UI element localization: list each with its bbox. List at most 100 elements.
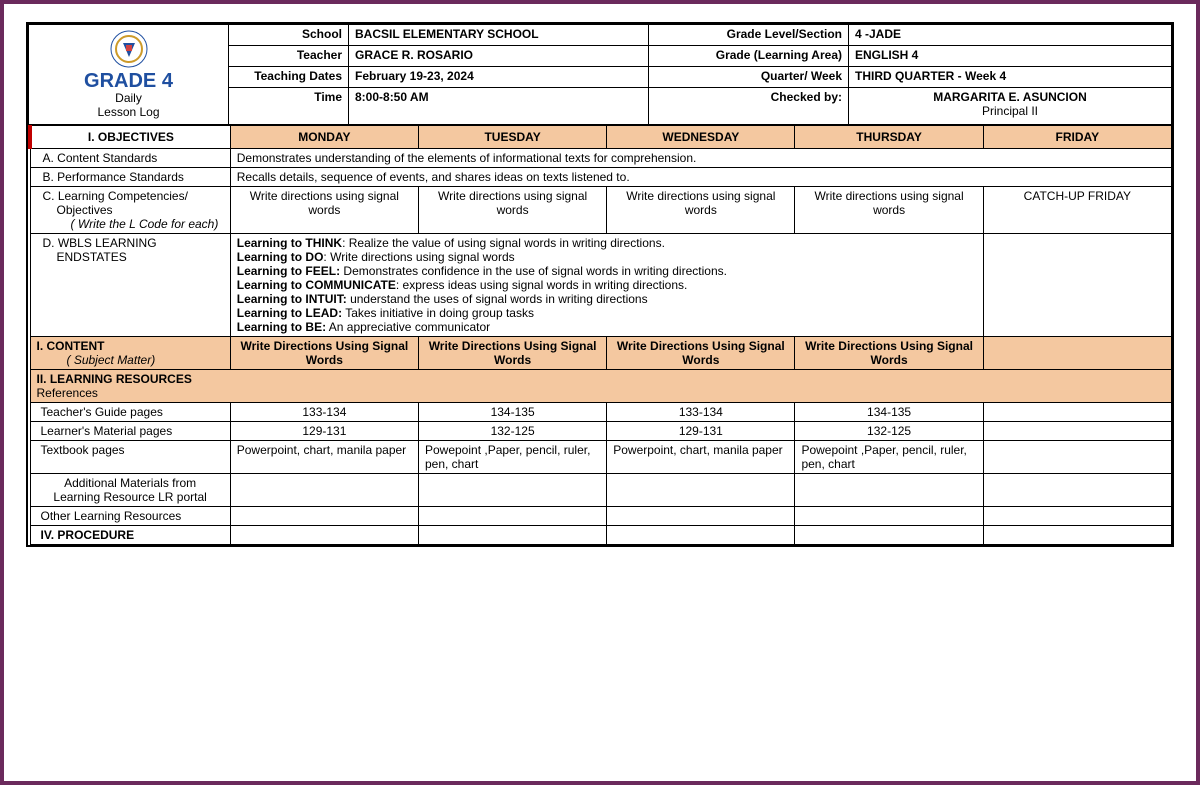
- val-quarter: THIRD QUARTER - Week 4: [849, 67, 1172, 88]
- subtitle-daily: Daily: [115, 91, 142, 105]
- row-tb: Textbook pages Powerpoint, chart, manila…: [30, 440, 1172, 473]
- row-content-standards: A. Content Standards Demonstrates unders…: [30, 148, 1172, 167]
- document-border: GRADE 4 Daily Lesson Log School BACSIL E…: [26, 22, 1174, 547]
- val-level: 4 -JADE: [849, 25, 1172, 46]
- content-thu: Write Directions Using Signal Words: [795, 336, 983, 369]
- proc-mon: [230, 525, 418, 544]
- wbls-comm-b: Learning to COMMUNICATE: [237, 278, 396, 292]
- lbl-quarter: Quarter/ Week: [649, 67, 849, 88]
- lbl-other: Other Learning Resources: [30, 506, 230, 525]
- comp-tue: Write directions using signal words: [418, 186, 606, 233]
- lbl-competencies: C. Learning Competencies/ Objectives ( W…: [30, 186, 230, 233]
- lbl-content-standards: A. Content Standards: [30, 148, 230, 167]
- addl-wed: [607, 473, 795, 506]
- lbl-comp-2: ( Write the L Code for each): [57, 217, 219, 231]
- other-fri: [983, 506, 1171, 525]
- lr-h1: II. LEARNING RESOURCES: [37, 372, 192, 386]
- proc-wed: [607, 525, 795, 544]
- other-wed: [607, 506, 795, 525]
- val-time: 8:00-8:50 AM: [349, 88, 649, 125]
- lbl-teacher: Teacher: [229, 46, 349, 67]
- day-tuesday: TUESDAY: [418, 125, 606, 148]
- wbls-intuit: understand the uses of signal words in w…: [347, 292, 648, 306]
- tg-wed: 133-134: [607, 402, 795, 421]
- content-h1: I. CONTENT: [37, 339, 105, 353]
- days-header-row: I. OBJECTIVES MONDAY TUESDAY WEDNESDAY T…: [30, 125, 1172, 148]
- comp-wed: Write directions using signal words: [607, 186, 795, 233]
- logo-cell: GRADE 4 Daily Lesson Log: [29, 25, 229, 125]
- tg-fri: [983, 402, 1171, 421]
- lbl-procedure: IV. PROCEDURE: [30, 525, 230, 544]
- addl-thu: [795, 473, 983, 506]
- row-other: Other Learning Resources: [30, 506, 1172, 525]
- tg-thu: 134-135: [795, 402, 983, 421]
- main-table: I. OBJECTIVES MONDAY TUESDAY WEDNESDAY T…: [28, 125, 1172, 545]
- lm-thu: 132-125: [795, 421, 983, 440]
- deped-logo-icon: [109, 29, 149, 69]
- row-lm: Learner's Material pages 129-131 132-125…: [30, 421, 1172, 440]
- lbl-comp-1: C. Learning Competencies/ Objectives: [43, 189, 188, 217]
- lbl-school: School: [229, 25, 349, 46]
- day-friday: FRIDAY: [983, 125, 1171, 148]
- wbls-fri-empty: [983, 233, 1171, 336]
- val-teacher: GRACE R. ROSARIO: [349, 46, 649, 67]
- tg-tue: 134-135: [418, 402, 606, 421]
- val-content-standards: Demonstrates understanding of the elemen…: [230, 148, 1171, 167]
- wbls-lead: Takes initiative in doing group tasks: [342, 306, 534, 320]
- tb-fri: [983, 440, 1171, 473]
- tb-mon: Powerpoint, chart, manila paper: [230, 440, 418, 473]
- tg-mon: 133-134: [230, 402, 418, 421]
- lm-mon: 129-131: [230, 421, 418, 440]
- lm-wed: 129-131: [607, 421, 795, 440]
- lbl-dates: Teaching Dates: [229, 67, 349, 88]
- row-learning-resources: II. LEARNING RESOURCES References: [30, 369, 1172, 402]
- wbls-intuit-b: Learning to INTUIT:: [237, 292, 347, 306]
- principal-title: Principal II: [982, 104, 1038, 118]
- other-thu: [795, 506, 983, 525]
- lbl-lm: Learner's Material pages: [30, 421, 230, 440]
- proc-tue: [418, 525, 606, 544]
- wbls-do: : Write directions using signal words: [323, 250, 514, 264]
- tb-thu: Powepoint ,Paper, pencil, ruler, pen, ch…: [795, 440, 983, 473]
- comp-mon: Write directions using signal words: [230, 186, 418, 233]
- lbl-learning-resources: II. LEARNING RESOURCES References: [30, 369, 1172, 402]
- wbls-feel-b: Learning to FEEL:: [237, 264, 340, 278]
- row-wbls: D. WBLS LEARNING ENDSTATES Learning to T…: [30, 233, 1172, 336]
- lbl-performance: B. Performance Standards: [30, 167, 230, 186]
- row-content: I. CONTENT ( Subject Matter) Write Direc…: [30, 336, 1172, 369]
- proc-thu: [795, 525, 983, 544]
- content-h2: ( Subject Matter): [37, 353, 156, 367]
- lbl-checked: Checked by:: [649, 88, 849, 125]
- day-wednesday: WEDNESDAY: [607, 125, 795, 148]
- content-mon: Write Directions Using Signal Words: [230, 336, 418, 369]
- proc-fri: [983, 525, 1171, 544]
- val-area: ENGLISH 4: [849, 46, 1172, 67]
- row-tg: Teacher's Guide pages 133-134 134-135 13…: [30, 402, 1172, 421]
- day-thursday: THURSDAY: [795, 125, 983, 148]
- tb-tue: Powepoint ,Paper, pencil, ruler, pen, ch…: [418, 440, 606, 473]
- other-tue: [418, 506, 606, 525]
- val-dates: February 19-23, 2024: [349, 67, 649, 88]
- addl-fri: [983, 473, 1171, 506]
- content-tue: Write Directions Using Signal Words: [418, 336, 606, 369]
- grade-title: GRADE 4: [84, 71, 173, 91]
- wbls-think: : Realize the value of using signal word…: [342, 236, 665, 250]
- wbls-comm: : express ideas using signal words in wr…: [396, 278, 687, 292]
- page-frame: GRADE 4 Daily Lesson Log School BACSIL E…: [0, 0, 1200, 785]
- lbl-content: I. CONTENT ( Subject Matter): [30, 336, 230, 369]
- lbl-area: Grade (Learning Area): [649, 46, 849, 67]
- wbls-think-b: Learning to THINK: [237, 236, 342, 250]
- header-table: GRADE 4 Daily Lesson Log School BACSIL E…: [28, 24, 1172, 125]
- principal-name: MARGARITA E. ASUNCION: [933, 90, 1087, 104]
- addl-mon: [230, 473, 418, 506]
- lbl-wbls: D. WBLS LEARNING ENDSTATES: [30, 233, 230, 336]
- comp-fri: CATCH-UP FRIDAY: [983, 186, 1171, 233]
- lbl-time: Time: [229, 88, 349, 125]
- wbls-feel: Demonstrates confidence in the use of si…: [340, 264, 727, 278]
- other-mon: [230, 506, 418, 525]
- val-checked: MARGARITA E. ASUNCION Principal II: [849, 88, 1172, 125]
- row-additional: Additional Materials from Learning Resou…: [30, 473, 1172, 506]
- val-school: BACSIL ELEMENTARY SCHOOL: [349, 25, 649, 46]
- val-performance: Recalls details, sequence of events, and…: [230, 167, 1171, 186]
- val-wbls: Learning to THINK: Realize the value of …: [230, 233, 983, 336]
